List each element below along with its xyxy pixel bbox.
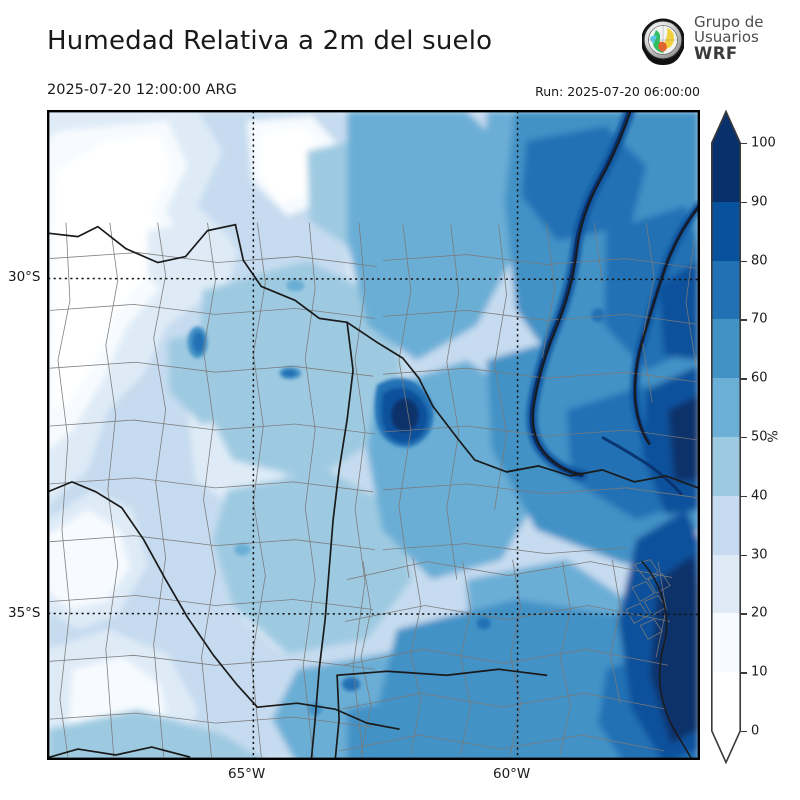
colorbar-tick-80 bbox=[741, 260, 747, 262]
colorbar-outline bbox=[711, 110, 741, 764]
colorbar-tick-label-90: 90 bbox=[751, 194, 768, 210]
colorbar-tick-20 bbox=[741, 613, 747, 615]
colorbar-tick-label-40: 40 bbox=[751, 488, 768, 504]
run-time-label: Run: 2025-07-20 06:00:00 bbox=[535, 84, 700, 99]
colorbar-band-20-30 bbox=[711, 554, 741, 614]
colorbar-tick-70 bbox=[741, 319, 747, 321]
page-title: Humedad Relativa a 2m del suelo bbox=[47, 26, 493, 56]
colorbar-band-50-60 bbox=[711, 378, 741, 438]
colorbar-tick-label-70: 70 bbox=[751, 311, 768, 327]
colorbar[interactable]: 100 90 80 70 60 50 40 30 20 10 0 bbox=[711, 110, 776, 764]
colorbar-tick-10 bbox=[741, 672, 747, 674]
colorbar-tick-label-60: 60 bbox=[751, 370, 768, 386]
colorbar-tick-30 bbox=[741, 554, 747, 556]
colorbar-tick-label-20: 20 bbox=[751, 605, 768, 621]
lat-tick-30s: 30°S bbox=[8, 269, 41, 285]
lon-tick-60w: 60°W bbox=[493, 766, 531, 782]
colorbar-tick-90 bbox=[741, 201, 747, 204]
colorbar-tick-label-100: 100 bbox=[751, 135, 776, 151]
colorbar-band-70-80 bbox=[711, 260, 741, 320]
colorbar-tick-label-80: 80 bbox=[751, 253, 768, 269]
colorbar-tick-label-10: 10 bbox=[751, 664, 768, 680]
colorbar-band-80-90 bbox=[711, 201, 741, 262]
colorbar-tick-100 bbox=[741, 143, 747, 145]
colorbar-tick-40 bbox=[741, 495, 747, 498]
logo-text: Grupo de Usuarios WRF bbox=[694, 13, 764, 63]
colorbar-tick-50 bbox=[741, 437, 747, 439]
colorbar-tick-60 bbox=[741, 378, 747, 380]
lon-tick-65w: 65°W bbox=[228, 766, 266, 782]
colorbar-extend-max bbox=[711, 110, 741, 143]
valid-time-label: 2025-07-20 12:00:00 ARG bbox=[47, 82, 237, 98]
logo-line-1: Grupo de bbox=[694, 13, 764, 31]
globe-emblem-icon bbox=[636, 14, 690, 68]
colorbar-tick-label-50: 50 bbox=[751, 429, 768, 445]
colorbar-tick-0 bbox=[741, 731, 747, 733]
colorbar-tick-label-30: 30 bbox=[751, 547, 768, 563]
lat-tick-35s: 35°S bbox=[8, 605, 41, 621]
colorbar-extend-min bbox=[711, 731, 741, 764]
colorbar-band-40-50 bbox=[711, 437, 741, 497]
colorbar-unit-label: % bbox=[766, 430, 782, 443]
map-plot-area[interactable] bbox=[47, 110, 700, 760]
logo: Grupo de Usuarios WRF bbox=[636, 14, 796, 72]
colorbar-band-30-40 bbox=[711, 495, 741, 556]
colorbar-band-10-20 bbox=[711, 613, 741, 673]
logo-line-2: Usuarios bbox=[694, 28, 759, 47]
colorbar-bands bbox=[711, 143, 741, 732]
logo-line-3: WRF bbox=[694, 43, 738, 63]
colorbar-tick-label-0: 0 bbox=[751, 723, 760, 739]
colorbar-band-90-100 bbox=[711, 143, 741, 203]
humidity-field bbox=[48, 111, 699, 759]
colorbar-band-0-10 bbox=[711, 672, 741, 732]
colorbar-band-60-70 bbox=[711, 319, 741, 379]
